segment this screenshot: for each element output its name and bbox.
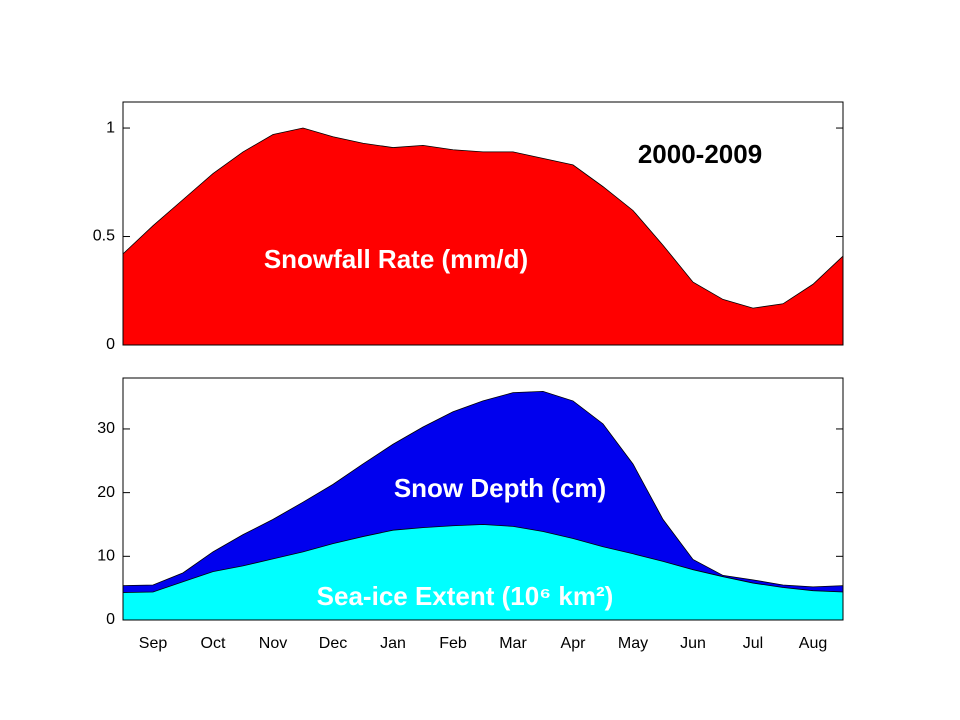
x-tick-label: Mar [499, 635, 527, 652]
x-tick-label: Dec [319, 635, 347, 652]
y-tick-label: 0.5 [93, 228, 115, 245]
x-tick-label: Oct [201, 635, 226, 652]
x-tick-label: Jul [743, 635, 763, 652]
x-tick-label: Apr [561, 635, 587, 652]
x-tick-label: Jan [380, 635, 406, 652]
x-tick-label: Aug [799, 635, 827, 652]
plot-frame [122, 101, 844, 346]
y-tick-label: 10 [97, 548, 115, 565]
x-tick-label: Feb [439, 635, 467, 652]
plot-frame [122, 377, 844, 621]
y-tick-label: 0 [106, 336, 115, 353]
y-tick-label: 0 [106, 611, 115, 628]
area [122, 127, 844, 346]
annotation: Sea-ice Extent (10⁶ km²) [317, 581, 614, 611]
annotation: Snow Depth (cm) [394, 473, 606, 503]
y-tick-label: 30 [97, 420, 115, 437]
area [122, 524, 844, 621]
y-tick-label: 1 [106, 119, 115, 136]
x-tick-label: Nov [259, 635, 287, 652]
y-tick-label: 20 [97, 484, 115, 501]
x-tick-label: Sep [139, 635, 168, 652]
x-tick-label: Jun [680, 635, 706, 652]
x-tick-label: May [618, 635, 648, 652]
annotation: 2000-2009 [638, 139, 762, 169]
annotation: Snowfall Rate (mm/d) [264, 244, 528, 274]
